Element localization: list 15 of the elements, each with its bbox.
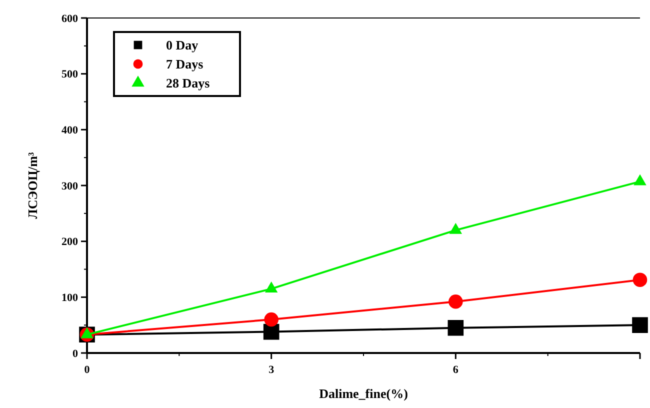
legend-label: 0 Day <box>166 38 199 53</box>
x-tick-label: 0 <box>84 364 90 376</box>
y-tick-label: 400 <box>62 124 78 137</box>
x-axis-title: Dalime_fine(%) <box>319 386 408 401</box>
y-axis-title: ЛСЭОЦ/m³ <box>25 152 40 219</box>
y-tick-label: 500 <box>62 68 78 81</box>
y-tick-label: 0 <box>72 348 78 360</box>
y-tick-label: 300 <box>62 180 78 192</box>
y-tick-label: 100 <box>62 292 78 304</box>
legend-label: 28 Days <box>166 76 210 91</box>
y-tick-label: 200 <box>62 236 78 248</box>
y-tick-label: 600 <box>62 12 78 25</box>
legend-label: 7 Days <box>166 56 204 72</box>
x-tick-label: 3 <box>268 364 275 376</box>
x-tick-label: 6 <box>452 364 459 376</box>
